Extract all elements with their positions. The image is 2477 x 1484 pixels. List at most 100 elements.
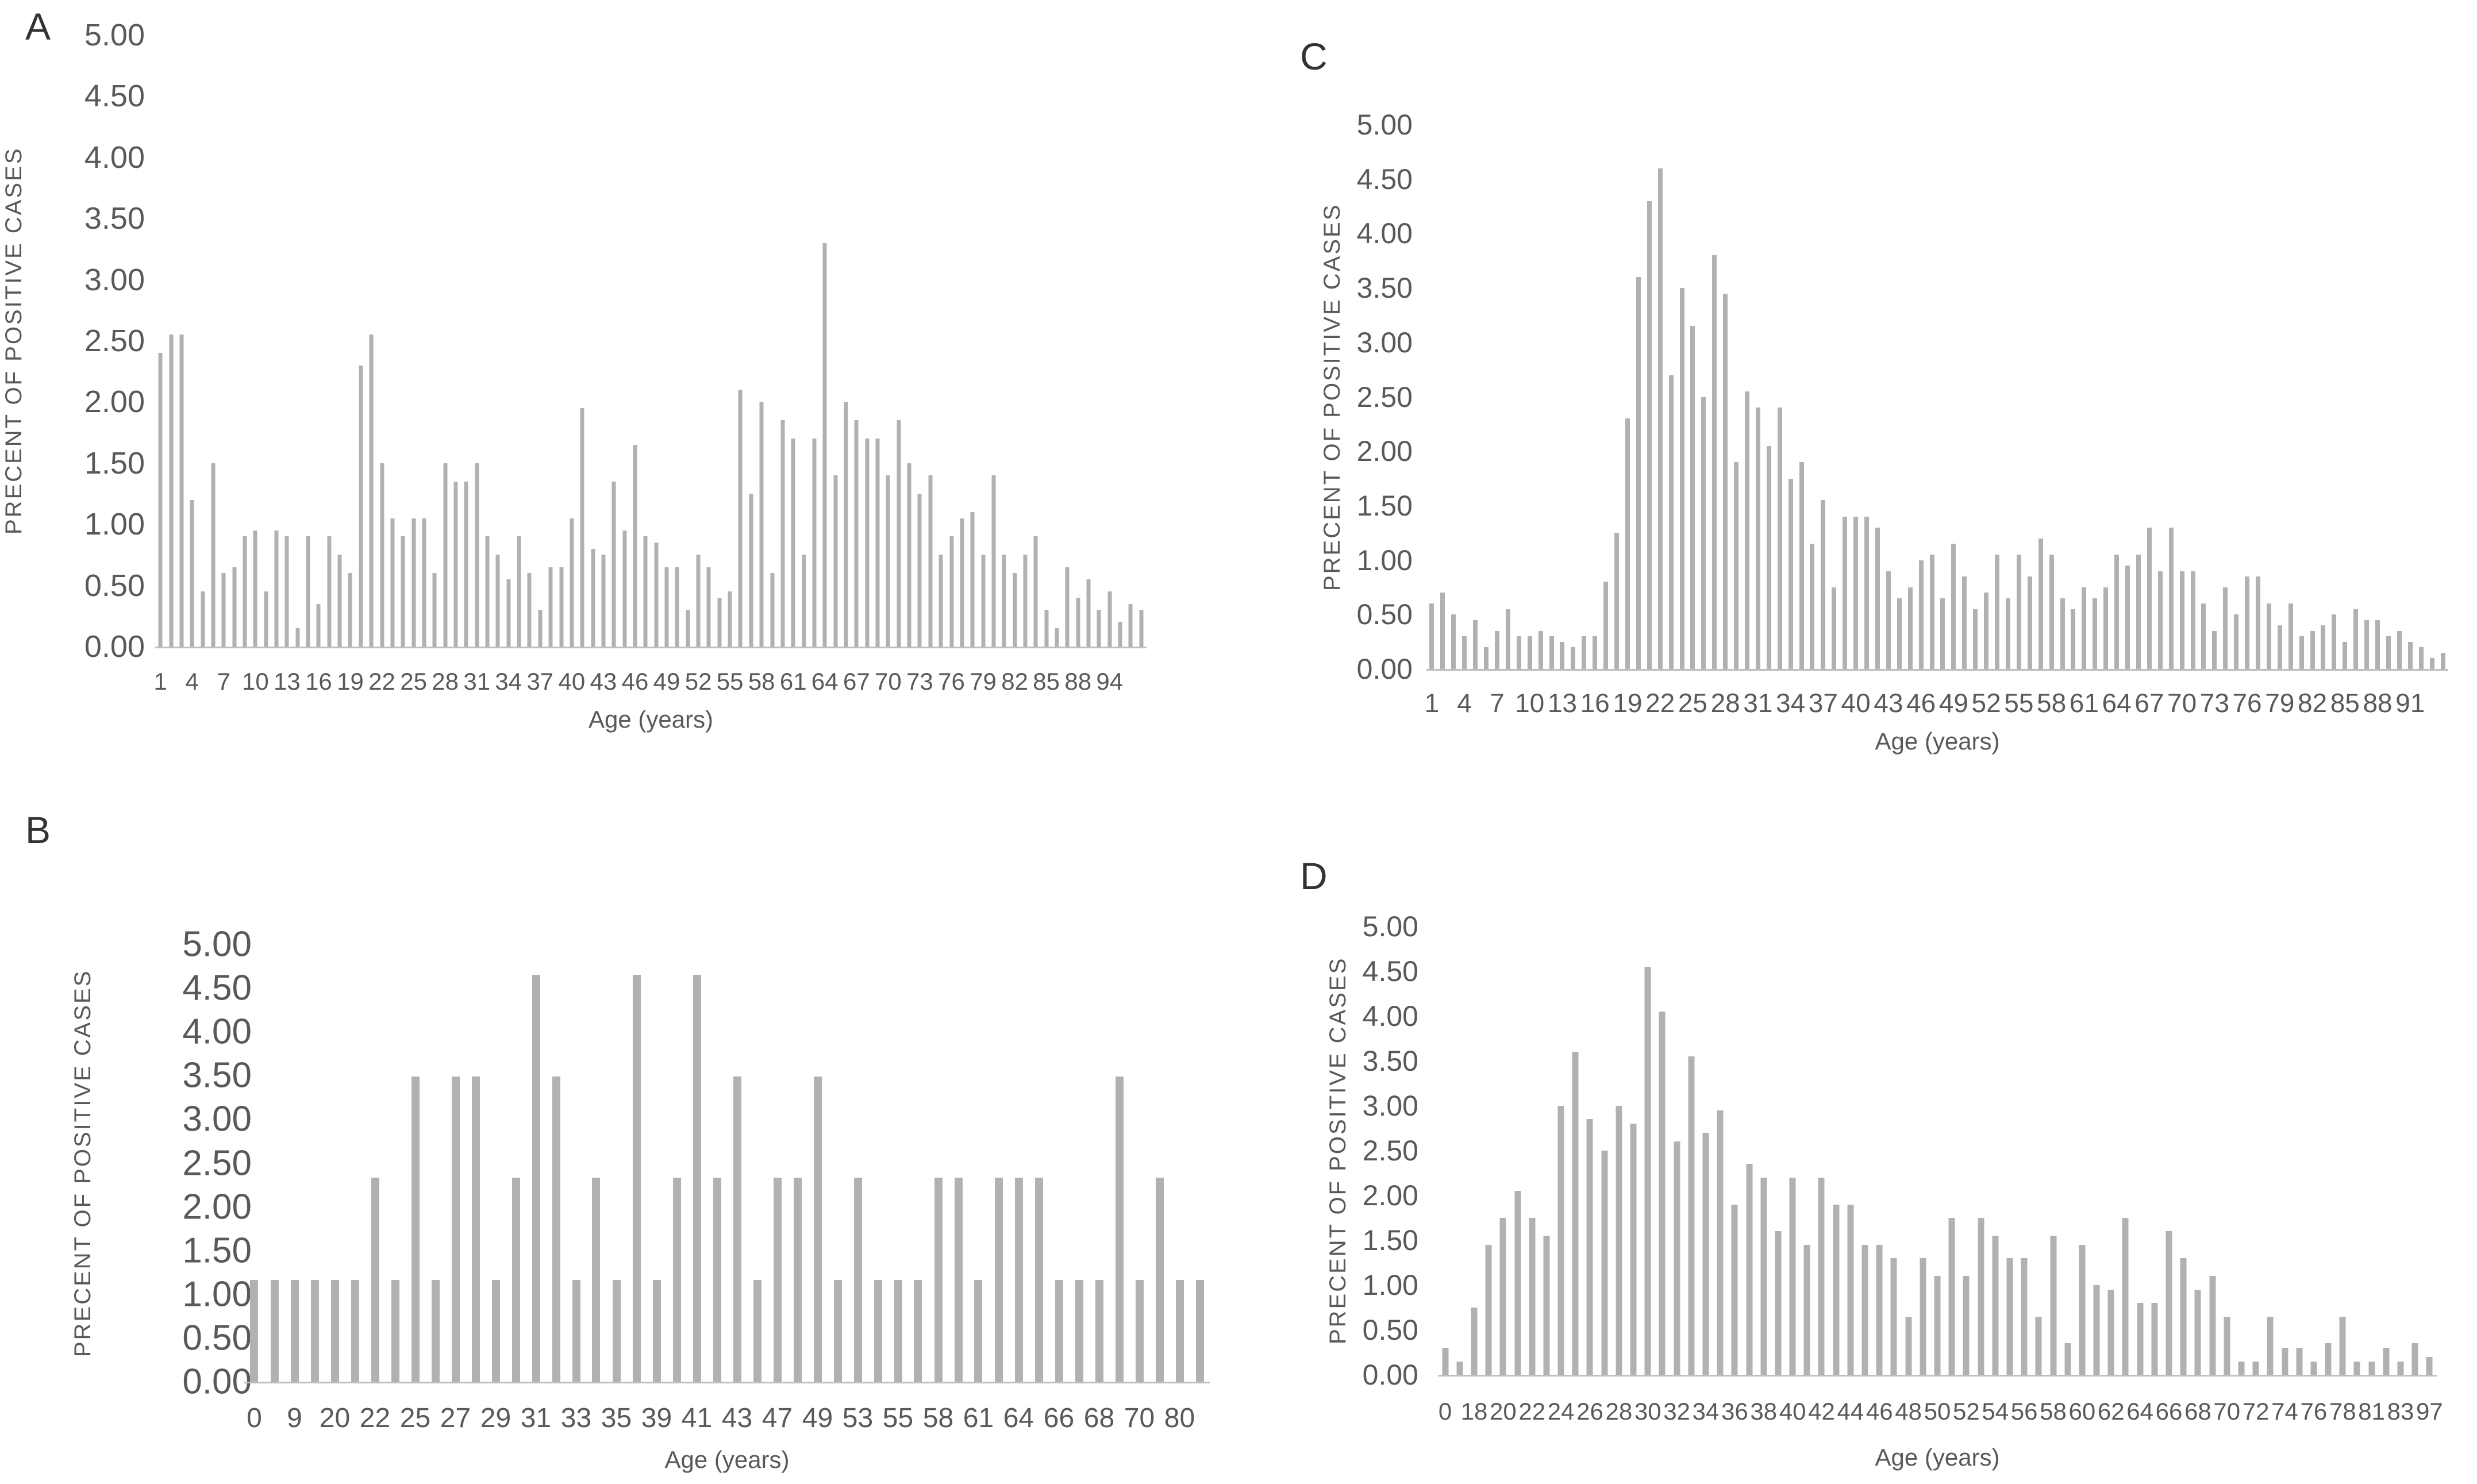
bar-d-43 — [2064, 1343, 2071, 1375]
bar-a-39 — [570, 518, 574, 647]
bar-c-65 — [2136, 555, 2141, 669]
bar-c-55 — [2027, 576, 2032, 669]
bar-a-18 — [348, 573, 352, 647]
plot-area-c — [1426, 125, 2448, 671]
x-tick-label: 31 — [520, 1403, 552, 1433]
bar-c-73 — [2223, 587, 2228, 669]
bar-b-8 — [411, 1076, 420, 1382]
x-tick-label: 43 — [721, 1403, 753, 1433]
bar-c-25 — [1701, 397, 1706, 669]
y-axis-title-a: PRECENT OF POSITIVE CASES — [1, 147, 26, 535]
bar-c-88 — [2386, 636, 2391, 669]
x-tick-label: 52 — [1971, 688, 2001, 718]
bar-a-20 — [369, 335, 374, 647]
y-tick-label: 2.50 — [1362, 1135, 1418, 1167]
x-tick-label: 28 — [432, 668, 459, 695]
bar-c-66 — [2147, 527, 2152, 669]
bar-b-4 — [330, 1280, 339, 1382]
y-tick-label: 5.00 — [182, 924, 252, 964]
bar-c-82 — [2321, 625, 2326, 669]
y-tick-label: 3.50 — [1356, 272, 1413, 305]
x-tick-label: 79 — [970, 668, 997, 695]
x-tick-label: 53 — [842, 1403, 874, 1433]
x-tick-label: 58 — [2040, 1398, 2067, 1425]
bar-d-2 — [1471, 1308, 1478, 1375]
bar-d-56 — [2252, 1361, 2259, 1375]
bar-c-44 — [1907, 587, 1913, 669]
y-tick-label: 5.00 — [1362, 910, 1418, 943]
bar-d-23 — [1775, 1231, 1782, 1375]
bar-a-15 — [316, 603, 321, 647]
x-tick-label: 37 — [526, 668, 554, 695]
bar-d-46 — [2107, 1289, 2114, 1375]
bar-b-3 — [310, 1280, 319, 1382]
bar-d-40 — [2021, 1258, 2028, 1375]
bar-a-48 — [664, 567, 669, 647]
x-tick-label: 54 — [1982, 1398, 2009, 1425]
bar-a-63 — [822, 243, 827, 647]
bar-b-34 — [934, 1178, 943, 1382]
bar-b-29 — [833, 1280, 842, 1382]
bar-b-43 — [1115, 1076, 1124, 1382]
bar-a-41 — [591, 548, 595, 647]
bar-a-66 — [854, 420, 859, 647]
bar-a-4 — [201, 591, 205, 647]
bar-d-15 — [1659, 1012, 1666, 1375]
y-tick-label: 3.50 — [84, 201, 145, 236]
bar-b-13 — [511, 1178, 520, 1382]
bar-c-31 — [1766, 445, 1771, 669]
bar-a-90 — [1107, 591, 1112, 647]
y-tick-label: 2.50 — [84, 324, 145, 358]
bar-a-78 — [981, 555, 986, 647]
y-tick-label: 1.50 — [182, 1231, 252, 1271]
x-tick-label: 91 — [2395, 688, 2425, 718]
bar-c-50 — [1973, 609, 1978, 669]
bar-c-21 — [1657, 168, 1663, 669]
bar-d-50 — [2166, 1231, 2172, 1375]
x-tick-label: 40 — [1779, 1398, 1806, 1425]
y-tick-label: 4.00 — [1362, 1000, 1418, 1032]
bar-b-28 — [813, 1076, 822, 1382]
y-tick-label: 0.00 — [84, 629, 145, 664]
bar-b-19 — [632, 975, 641, 1382]
panel-letter-d: D — [1300, 855, 1328, 897]
x-axis-title-b: Age (years) — [664, 1446, 790, 1473]
bar-a-92 — [1128, 603, 1133, 647]
x-tick-label: 40 — [558, 668, 586, 695]
bar-b-21 — [672, 1178, 681, 1382]
x-tick-label: 10 — [1515, 688, 1545, 718]
bar-c-76 — [2255, 576, 2260, 669]
x-tick-label: 64 — [2102, 688, 2132, 718]
x-tick-label: 55 — [2004, 688, 2034, 718]
x-tick-label: 97 — [2416, 1398, 2443, 1425]
x-tick-label: 38 — [1750, 1398, 1778, 1425]
bar-a-31 — [485, 536, 490, 647]
bar-a-34 — [517, 536, 521, 647]
bar-a-52 — [706, 567, 711, 647]
bar-d-64 — [2368, 1361, 2375, 1375]
bar-b-6 — [371, 1178, 379, 1382]
bar-b-12 — [491, 1280, 500, 1382]
bar-a-1 — [169, 335, 174, 647]
x-tick-label: 32 — [1663, 1398, 1690, 1425]
x-tick-label: 31 — [463, 668, 491, 695]
y-tick-label: 2.50 — [1356, 380, 1413, 413]
bar-a-21 — [380, 463, 384, 647]
bar-c-42 — [1886, 571, 1891, 669]
bar-c-89 — [2397, 630, 2402, 669]
y-tick-label: 4.00 — [84, 140, 145, 175]
x-tick-label: 7 — [1490, 688, 1505, 718]
y-axis-ticks-c: 5.00 4.50 4.00 3.50 3.00 2.50 2.00 1.50 1.00 0.50… — [1333, 109, 1413, 685]
plot-area-a — [155, 35, 1147, 648]
x-tick-label: 73 — [2199, 688, 2229, 718]
bar-c-29 — [1744, 391, 1749, 669]
bar-b-38 — [1014, 1178, 1023, 1382]
x-tick-label: 70 — [875, 668, 902, 695]
bar-b-46 — [1175, 1280, 1184, 1382]
bar-a-9 — [253, 530, 257, 647]
bar-c-10 — [1538, 630, 1543, 669]
x-tick-label: 76 — [2300, 1398, 2328, 1425]
bar-b-1 — [270, 1280, 279, 1382]
x-tick-label: 43 — [590, 668, 617, 695]
x-tick-label: 64 — [1003, 1403, 1034, 1433]
